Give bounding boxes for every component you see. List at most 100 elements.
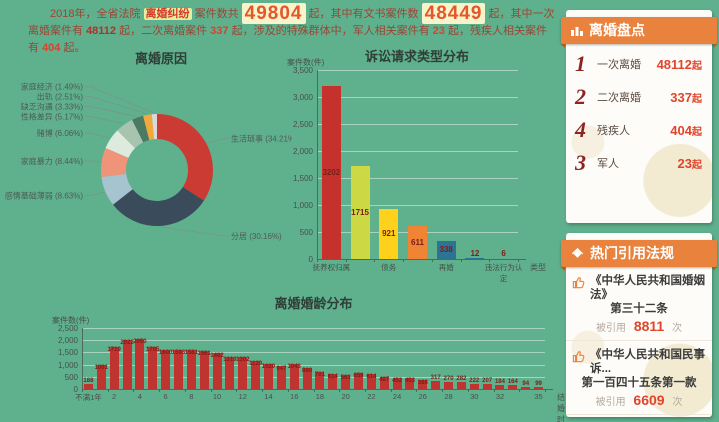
chart-marriage-duration: 离婚婚龄分布 案件数(件) 0 500 1,000 1,500 2,000 2,500 188… <box>0 288 565 422</box>
chart-divorce-reasons: 离婚原因 生活琐事 (34.21%) 分居 (30.16%) 感情基础薄弱 (8.6… <box>0 42 292 288</box>
xtick: 违法行为认定 <box>484 263 523 283</box>
pie-slice-赌博 <box>105 130 136 158</box>
rank-unit: 起 <box>692 60 702 72</box>
ytick: 1,000 <box>292 201 313 210</box>
vlab: 1302 <box>236 357 250 364</box>
vlab: 1719 <box>107 347 121 354</box>
bar <box>263 363 273 389</box>
bar <box>366 374 376 389</box>
xtick: 4 <box>137 392 142 401</box>
ytick: 3,500 <box>292 66 313 75</box>
grid <box>317 124 518 125</box>
tickmark <box>133 389 135 392</box>
tickmark <box>519 389 521 392</box>
rank-row-first-divorce: 1 一次离婚 48112 起 <box>566 51 712 77</box>
xtick: 6 <box>163 392 168 401</box>
xtick: 12 <box>238 392 247 401</box>
summary-segment: 起，二次离婚案件 <box>116 25 211 37</box>
document-cases-number: 48449 <box>421 3 486 24</box>
bar <box>392 377 402 389</box>
tickmark <box>345 259 347 262</box>
pie-label-生活琐事: 生活琐事 (34.21%) <box>231 134 292 144</box>
first-divorce-number: 48112 <box>86 25 117 37</box>
tickmark <box>518 259 519 262</box>
thumbs-up-icon <box>572 351 585 363</box>
bar <box>122 339 132 389</box>
tickmark <box>236 389 238 392</box>
tickmark <box>107 389 109 392</box>
rank-value: 404 <box>670 122 692 138</box>
tickmark <box>460 259 462 262</box>
rank-number: 4 <box>575 117 586 142</box>
bar <box>96 364 106 389</box>
bar <box>109 347 119 389</box>
tickmark <box>317 259 318 262</box>
pie-leader-line <box>85 160 101 163</box>
bar <box>431 381 441 389</box>
bar <box>302 367 312 389</box>
grid <box>317 70 518 71</box>
grid <box>82 328 545 329</box>
rank-row-second-divorce: 2 二次离婚 337 起 <box>566 84 712 110</box>
rank-label: 二次离婚 <box>597 92 641 104</box>
vlab: 12 <box>470 249 480 258</box>
ytick: 2,000 <box>292 147 313 156</box>
law-item-marriage-law[interactable]: 《中华人民共和国婚姻法》 第三十二条 被引用 8811 次 <box>566 267 712 340</box>
rank-number: 1 <box>575 51 586 76</box>
bar <box>289 363 299 389</box>
tickmark <box>489 259 491 262</box>
chart-title-divorce-reasons: 离婚原因 <box>134 51 187 66</box>
ytick: 2,000 <box>57 336 78 346</box>
bar <box>251 361 261 389</box>
vlab: 6 <box>501 249 506 258</box>
xtick: 14 <box>264 392 273 401</box>
pie-label-感情基础薄弱: 感情基础薄弱 (8.63%) <box>5 191 84 201</box>
vlab: 99 <box>535 380 542 387</box>
vlab: 188 <box>83 378 94 385</box>
military-cases-number: 23 <box>432 25 445 37</box>
vlab: 947 <box>276 365 287 372</box>
vlab: 1482 <box>210 352 224 359</box>
rank-value: 48112 <box>656 56 692 72</box>
law-item-civil-procedure-145[interactable]: 《中华人民共和国民事诉... 第一百四十五条第一款 被引用 6609 次 <box>566 340 712 414</box>
ytick: 1,500 <box>57 348 78 358</box>
vlab: 1705 <box>146 347 160 354</box>
vlab: 317 <box>430 375 441 382</box>
bar <box>350 166 370 259</box>
bar <box>328 374 338 389</box>
grid <box>317 178 518 179</box>
axis-y <box>82 328 83 389</box>
rank-label: 残疾人 <box>597 125 630 137</box>
ytick: 3,000 <box>292 93 313 102</box>
bar <box>135 338 145 389</box>
vlab: 282 <box>456 376 467 383</box>
grid <box>82 340 545 342</box>
ytick: 2,500 <box>57 324 78 333</box>
ytick: 0 <box>308 255 313 264</box>
bar <box>418 379 428 389</box>
xlab: 结婚时间(年) <box>557 393 565 422</box>
rank-number: 2 <box>575 84 586 109</box>
rank-row-disabled: 4 残疾人 404 起 <box>566 117 712 143</box>
tickmark <box>159 389 161 392</box>
law-item-civil-procedure-144[interactable]: 《中华人民共和国民事诉... 第一百四十四条 被引用 5130 次 <box>566 414 712 422</box>
bar <box>321 86 341 259</box>
tickmark <box>416 389 418 392</box>
pie-slice-性格差异 <box>117 119 144 149</box>
tickmark <box>313 389 315 392</box>
bar <box>276 365 286 389</box>
vlab: 222 <box>469 377 480 384</box>
xtick: 2 <box>112 392 117 401</box>
rank-label: 军人 <box>597 158 619 170</box>
vlab: 1581 <box>184 350 198 357</box>
grid <box>317 151 518 152</box>
ylab: 案件数(件) <box>52 316 90 325</box>
tickmark <box>82 389 83 392</box>
bar <box>508 384 518 389</box>
pie-slice-家庭经济 <box>151 114 157 140</box>
xtick: 10 <box>212 392 222 401</box>
law-title-line2: 第一百四十五条第一款 <box>581 377 697 389</box>
xtick: 8 <box>189 392 194 401</box>
tickmark <box>467 389 469 392</box>
